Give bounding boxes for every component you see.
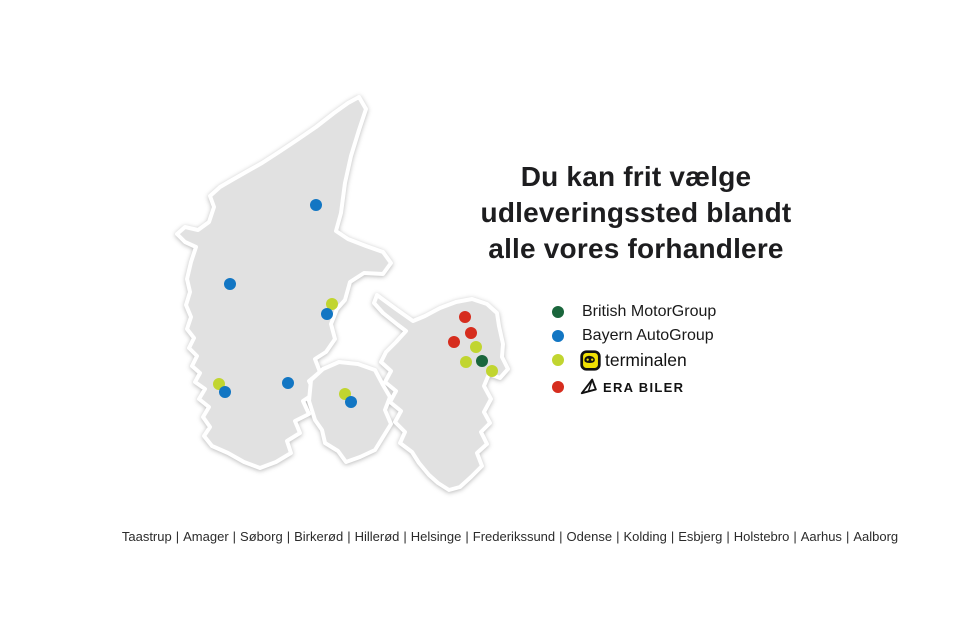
legend-item-terminalen: terminalen bbox=[552, 349, 687, 371]
city-separator: | bbox=[793, 529, 797, 544]
dealer-dot-bayern-autogroup bbox=[321, 308, 333, 320]
headline-line: alle vores forhandlere bbox=[488, 233, 784, 264]
city-item: Taastrup bbox=[121, 529, 172, 544]
legend-label: British MotorGroup bbox=[582, 303, 717, 320]
legend-label: ERA BILER bbox=[603, 379, 685, 395]
legend-item-british-motorgroup: British MotorGroup bbox=[552, 302, 716, 322]
city-separator: | bbox=[175, 529, 180, 544]
dealer-dot-bayern-autogroup bbox=[219, 386, 231, 398]
funen-region bbox=[307, 360, 393, 464]
dealer-dot-terminalen bbox=[326, 298, 338, 310]
legend-item-era-biler: ERA BILER bbox=[552, 377, 684, 397]
city-item: Frederikssund bbox=[472, 529, 556, 544]
headline-line: udleveringssted blandt bbox=[480, 197, 792, 228]
legend-dot-icon bbox=[552, 330, 564, 342]
legend-label: Bayern AutoGroup bbox=[582, 327, 714, 344]
city-item: Hillerød bbox=[354, 529, 400, 544]
city-separator: | bbox=[670, 529, 675, 544]
dealer-dot-bayern-autogroup bbox=[345, 396, 357, 408]
city-item: Birkerød bbox=[294, 529, 344, 544]
city-separator: | bbox=[286, 529, 291, 544]
era-biler-logo-icon bbox=[580, 378, 597, 395]
terminalen-logo-icon bbox=[580, 349, 601, 371]
city-separator: | bbox=[845, 529, 850, 544]
dealer-dot-bayern-autogroup bbox=[310, 199, 322, 211]
city-separator: | bbox=[726, 529, 730, 544]
jutland-region bbox=[175, 95, 393, 470]
dealer-dot-era-biler bbox=[448, 336, 460, 348]
city-separator: | bbox=[403, 529, 407, 544]
dealer-dot-era-biler bbox=[459, 311, 471, 323]
legend-dot-icon bbox=[552, 354, 564, 366]
city-separator: | bbox=[232, 529, 237, 544]
headline: Du kan frit vælge udleveringssted blandt a… bbox=[456, 159, 816, 267]
dealer-location-dots bbox=[213, 199, 498, 408]
dealer-dot-terminalen bbox=[486, 365, 498, 377]
dealer-dot-terminalen bbox=[470, 341, 482, 353]
legend-dot-icon bbox=[552, 381, 564, 393]
dealer-dot-terminalen bbox=[460, 356, 472, 368]
legend-dot-icon bbox=[552, 306, 564, 318]
city-item: Amager bbox=[183, 529, 229, 544]
dealer-dot-bayern-autogroup bbox=[224, 278, 236, 290]
city-item: Kolding bbox=[623, 529, 667, 544]
dealer-dot-british-motorgroup bbox=[476, 355, 488, 367]
dealer-city-list: Taastrup | Amager | Søborg | Birkerød | Hillerød… bbox=[122, 529, 898, 544]
city-item: Aarhus bbox=[800, 529, 842, 544]
legend-label: terminalen bbox=[605, 349, 687, 370]
city-item: Helsinge bbox=[410, 529, 462, 544]
city-item: Holstebro bbox=[733, 529, 790, 544]
city-item: Søborg bbox=[240, 529, 283, 544]
city-separator: | bbox=[616, 529, 620, 544]
dealer-dot-era-biler bbox=[465, 327, 477, 339]
city-item: Esbjerg bbox=[678, 529, 723, 544]
dealer-dot-bayern-autogroup bbox=[282, 377, 294, 389]
city-item: Odense bbox=[566, 529, 613, 544]
legend-item-bayern-autogroup: Bayern AutoGroup bbox=[552, 326, 714, 346]
city-separator: | bbox=[465, 529, 469, 544]
headline-line: Du kan frit vælge bbox=[520, 161, 752, 192]
city-item: Aalborg bbox=[853, 529, 899, 544]
city-separator: | bbox=[347, 529, 351, 544]
zealand-region bbox=[372, 293, 510, 492]
city-separator: | bbox=[559, 529, 563, 544]
